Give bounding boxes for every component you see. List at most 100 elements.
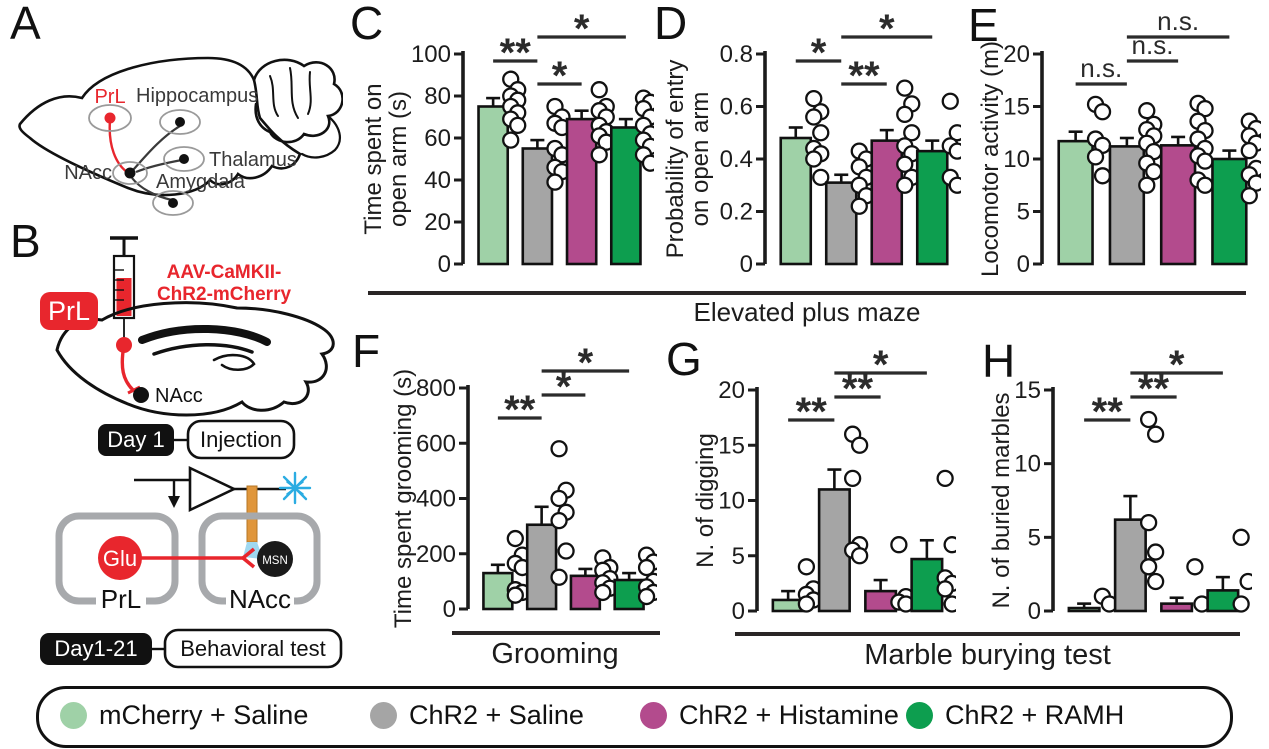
panel-letter-a: A [10,0,41,49]
svg-text:10: 10 [1003,146,1030,173]
svg-text:*: * [578,341,594,385]
legend-item-chr2-saline: ChR2 + Saline [370,700,584,731]
panel-letter-e: E [968,0,999,51]
svg-text:20: 20 [1003,41,1030,68]
elevated-plus-maze-rule [368,291,1246,295]
chart-probability-entry-open-arm: 0 0.2 0.4 0.6 0.8 Probability of entry on open… [662,6,966,290]
laser-icon [278,471,312,505]
marble-burying-label: Marble burying test [864,639,1111,671]
legend-item-chr2-histamine: ChR2 + Histamine [640,700,899,731]
legend-swatch-4 [906,702,933,729]
chart-locomotor-activity: 0 5 10 15 20 Locomotor activity (m) n.s. n.s. n.… [977,6,1265,290]
prl-badge [40,292,98,330]
svg-text:0: 0 [740,251,753,278]
nacc-box-label-bg [226,590,294,610]
svg-text:5: 5 [1017,199,1030,226]
svg-text:*: * [873,343,889,387]
projection-paths [131,125,183,202]
legend-item-mcherry-saline: mCherry + Saline [60,700,308,731]
legend-label-2: ChR2 + Saline [409,700,584,730]
svg-text:**: ** [848,54,880,98]
svg-text:15: 15 [1003,94,1030,121]
panel-a-brain-diagram: PrL Hippocampus Thalamus Amygdala NAcc [8,6,344,226]
brain-outline-icon [18,56,344,197]
svg-text:40: 40 [424,167,451,194]
panel-letter-f: F [352,325,381,377]
svg-text:0: 0 [438,251,451,278]
svg-text:15: 15 [1014,377,1041,404]
svg-text:10: 10 [1014,451,1041,478]
svg-text:*: * [556,365,572,409]
injection-badge [186,419,296,460]
amygdala-label: Amygdala [156,171,246,193]
svg-text:0: 0 [443,596,456,623]
panel-letter-g: G [666,333,702,385]
msn-label: MSN [262,555,288,567]
glu-neuron [98,536,142,580]
nacc-label: NAcc [155,385,203,407]
svg-text:0: 0 [1017,251,1030,278]
svg-text:n.s.: n.s. [1157,6,1199,36]
svg-text:n.s.: n.s. [1132,30,1174,60]
svg-text:Locomotor activity (m): Locomotor activity (m) [979,41,1004,277]
legend-item-chr2-ramh: ChR2 + RAMH [906,700,1124,731]
svg-text:5: 5 [732,543,745,570]
elevated-plus-maze-label: Elevated plus maze [693,297,921,327]
svg-text:**: ** [796,390,828,434]
svg-text:n.s.: n.s. [1080,53,1122,83]
amygdala-dot [168,198,178,208]
prl-badge-label: PrL [48,296,90,326]
nacc-label: NAcc [64,162,112,184]
day1-21-label: Day1-21 [54,636,137,661]
svg-text:*: * [552,54,568,98]
syringe-icon [110,236,138,340]
svg-text:15: 15 [718,432,745,459]
svg-text:Probability of entry: Probability of entry [664,60,689,259]
svg-text:*: * [1169,343,1185,387]
hippocampus-label: Hippocampus [136,85,258,107]
svg-text:100: 100 [411,41,451,68]
svg-text:*: * [574,7,590,51]
svg-text:Time spent grooming (s): Time spent grooming (s) [392,369,417,628]
prl-box-label: PrL [101,584,141,614]
behavioral-test-badge [163,628,343,669]
panel-letter-c: C [350,0,384,49]
legend-swatch-3 [640,702,667,729]
legend-swatch-2 [370,702,397,729]
chart-time-on-open-arm: 0 20 40 60 80 100 Time spent on open arm (s) ** *… [360,6,660,290]
svg-text:20: 20 [424,209,451,236]
panel-letter-b: B [10,215,41,267]
svg-text:0.6: 0.6 [720,94,753,121]
svg-text:0: 0 [732,598,745,625]
amplifier-icon [134,465,286,513]
legend-swatch-1 [60,702,87,729]
legend-label-3: ChR2 + Histamine [679,700,899,730]
prl-label: PrL [94,86,125,108]
prl-dot [104,112,116,124]
legend-label-1: mCherry + Saline [99,700,309,730]
svg-text:0: 0 [1028,598,1041,625]
glu-label: Glu [103,546,137,571]
svg-text:0.8: 0.8 [720,41,753,68]
brain-outline-icon [55,301,335,417]
panel-b-schematic: NAcc PrL AAV-CaMKII- ChR2-mCherry Day 1 … [2,228,352,683]
behavioral-test-label: Behavioral test [180,636,326,661]
nacc-dot [124,167,136,179]
injection-label: Injection [200,427,282,452]
grooming-rule [452,631,660,635]
day1-badge [98,424,174,456]
panel-letter-h: H [982,335,1016,387]
chart-number-of-digging: 0 5 10 15 20 N. of digging ** ** * [692,340,961,637]
svg-text:60: 60 [424,125,451,152]
svg-text:**: ** [504,388,536,432]
synapse-arm-top [241,547,256,560]
svg-text:open arm (s): open arm (s) [385,91,412,227]
svg-text:N. of buried marbles: N. of buried marbles [990,392,1015,608]
msn-neuron [257,541,293,577]
prl-nacc-projection [108,119,128,173]
day1-label: Day 1 [107,427,164,452]
svg-text:*: * [879,7,895,51]
svg-text:200: 200 [416,541,456,568]
svg-text:Time spent on: Time spent on [362,83,387,234]
